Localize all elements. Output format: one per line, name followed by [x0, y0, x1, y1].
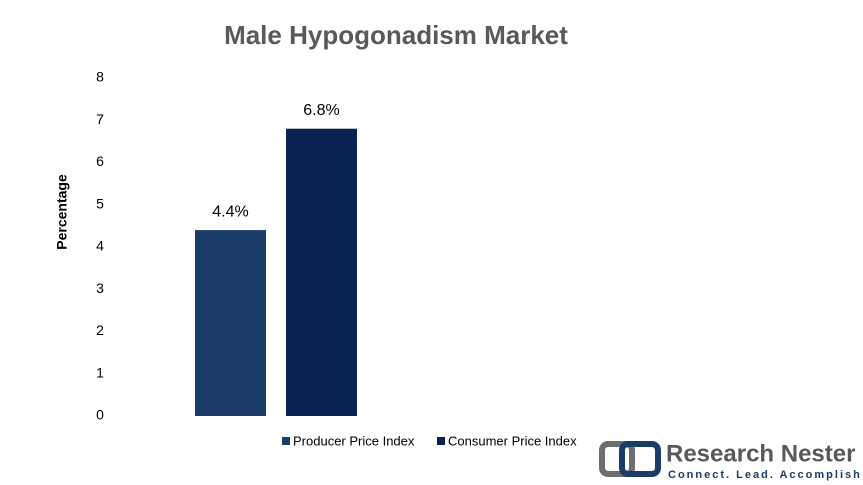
logo-name: Research Nester [666, 440, 855, 467]
y-tick-label: 5 [96, 195, 104, 211]
logo-icon [599, 441, 635, 477]
logo: Research Nester Connect. Lead. Accomplis… [599, 440, 862, 481]
y-tick-label: 2 [96, 322, 104, 338]
y-axis-label: Percentage [54, 174, 70, 250]
bar [286, 128, 357, 416]
legend-label: Consumer Price Index [448, 433, 577, 448]
legend-marker [437, 437, 445, 445]
chart-title: Male Hypogonadism Market [224, 20, 568, 50]
value-label: 4.4% [212, 203, 248, 220]
y-tick-label: 3 [96, 280, 104, 296]
logo-icon [619, 441, 661, 477]
legend-label: Producer Price Index [293, 433, 415, 448]
logo-tagline: Connect. Lead. Accomplish [668, 469, 862, 481]
value-label: 6.8% [303, 102, 339, 119]
y-tick-label: 1 [96, 364, 104, 380]
bar [195, 230, 266, 416]
y-tick-label: 4 [96, 238, 104, 254]
y-tick-label: 6 [96, 153, 104, 169]
y-tick-label: 8 [96, 69, 104, 85]
y-tick-label: 0 [96, 407, 104, 423]
legend-marker [282, 437, 290, 445]
y-tick-label: 7 [96, 111, 104, 127]
